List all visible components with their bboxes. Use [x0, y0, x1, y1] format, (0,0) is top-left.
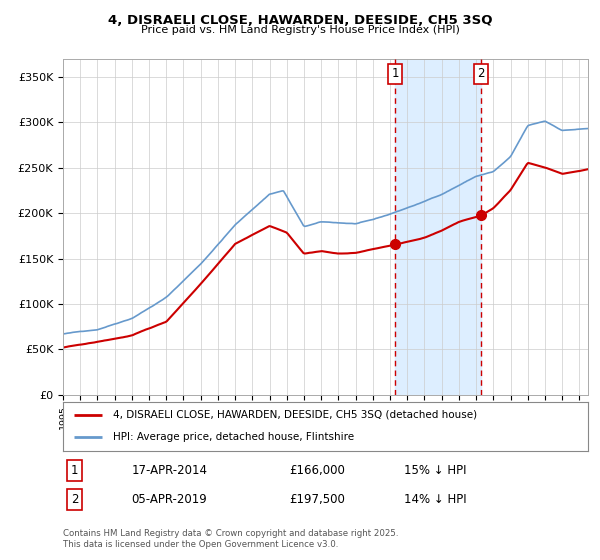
Text: 4, DISRAELI CLOSE, HAWARDEN, DEESIDE, CH5 3SQ (detached house): 4, DISRAELI CLOSE, HAWARDEN, DEESIDE, CH…	[113, 410, 477, 420]
Text: 2: 2	[71, 493, 78, 506]
Text: £197,500: £197,500	[289, 493, 344, 506]
Text: HPI: Average price, detached house, Flintshire: HPI: Average price, detached house, Flin…	[113, 432, 354, 442]
Bar	[395, 59, 481, 395]
Text: £166,000: £166,000	[289, 464, 344, 477]
Text: Contains HM Land Registry data © Crown copyright and database right 2025.
This d: Contains HM Land Registry data © Crown c…	[63, 529, 398, 549]
Text: 14% ↓ HPI: 14% ↓ HPI	[404, 493, 467, 506]
Text: 1: 1	[391, 67, 399, 80]
Text: 17-APR-2014: 17-APR-2014	[131, 464, 207, 477]
Text: 2: 2	[477, 67, 484, 80]
Text: Price paid vs. HM Land Registry's House Price Index (HPI): Price paid vs. HM Land Registry's House …	[140, 25, 460, 35]
Text: 1: 1	[71, 464, 78, 477]
Text: 05-APR-2019: 05-APR-2019	[131, 493, 207, 506]
Text: 15% ↓ HPI: 15% ↓ HPI	[404, 464, 467, 477]
Text: 4, DISRAELI CLOSE, HAWARDEN, DEESIDE, CH5 3SQ: 4, DISRAELI CLOSE, HAWARDEN, DEESIDE, CH…	[108, 14, 492, 27]
